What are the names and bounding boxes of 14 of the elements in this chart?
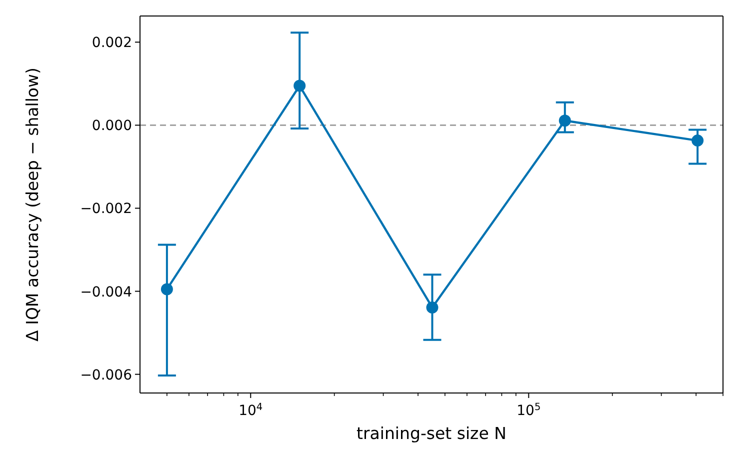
point bbox=[294, 80, 306, 92]
x-tick-label: 10$^{4}$ bbox=[238, 402, 263, 419]
point bbox=[558, 114, 571, 127]
y-tick-label: 0.000 bbox=[92, 118, 132, 134]
y-axis-title: Δ IQM accuracy (deep − shallow) bbox=[23, 68, 42, 342]
point bbox=[692, 134, 704, 147]
y-tick-label: −0.002 bbox=[80, 201, 132, 218]
y-tick-label: −0.006 bbox=[80, 367, 132, 384]
x-axis-title: training-set size N bbox=[356, 424, 506, 443]
y-tick-label: 0.002 bbox=[92, 35, 132, 52]
y-tick-label: −0.004 bbox=[80, 284, 132, 300]
point bbox=[160, 283, 173, 296]
point bbox=[426, 301, 438, 314]
x-tick-label: 10$^{5}$ bbox=[516, 402, 541, 419]
